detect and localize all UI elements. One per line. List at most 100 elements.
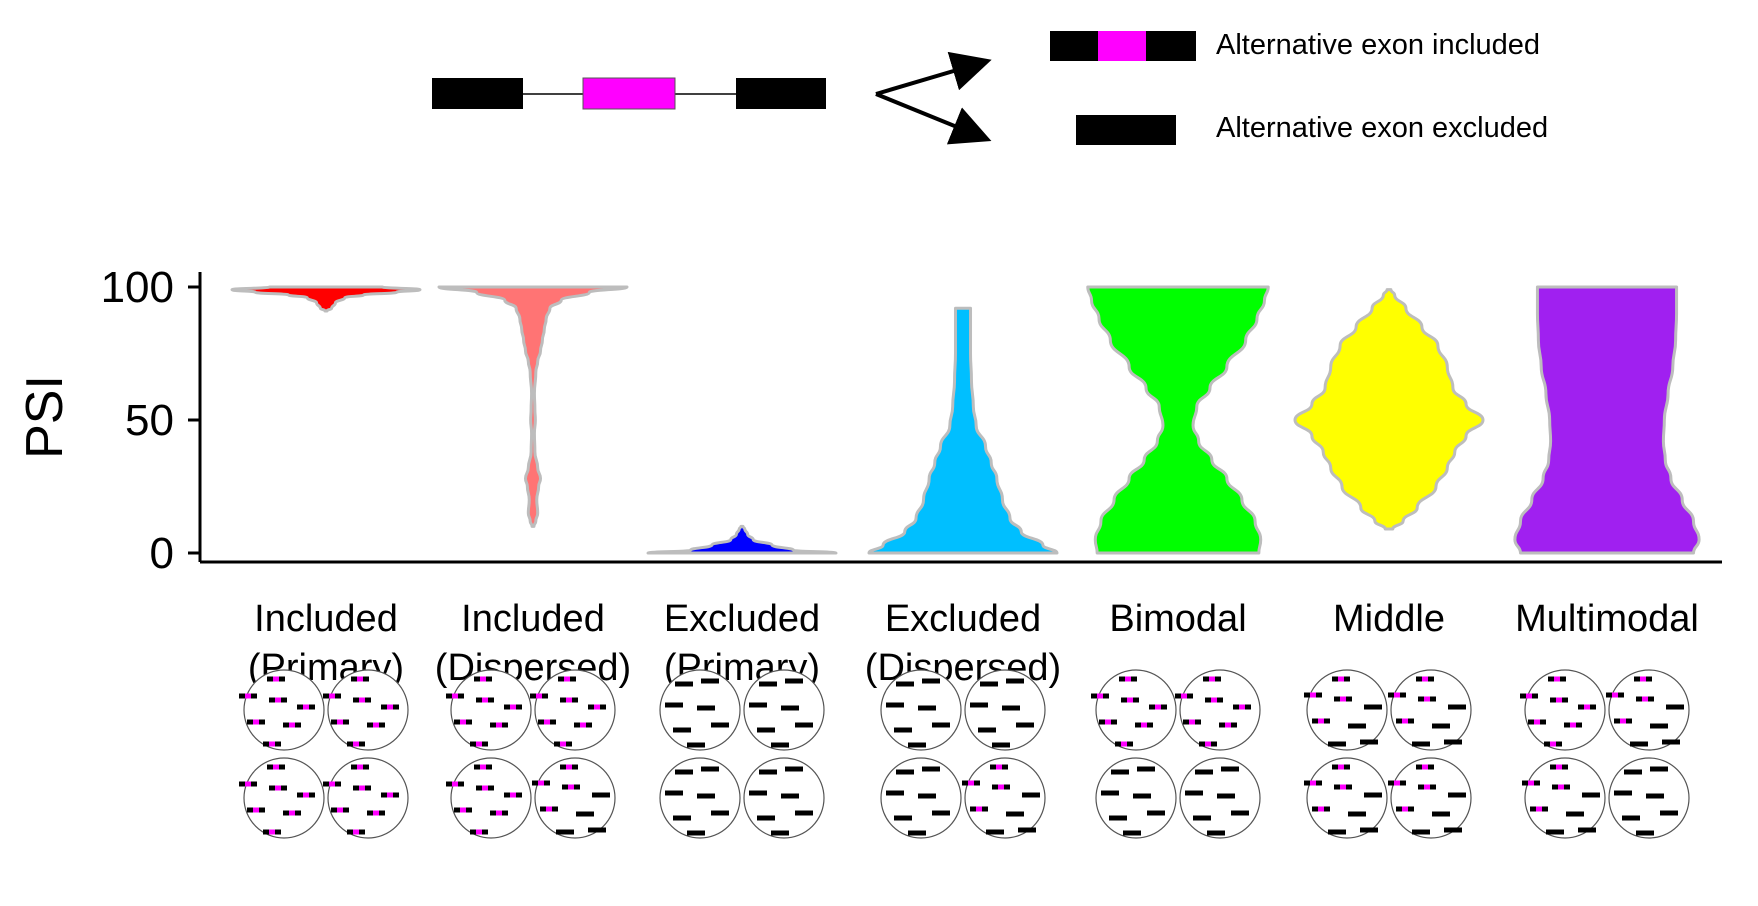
cell-mix (1304, 757, 1388, 839)
transcript-mark (1422, 764, 1428, 770)
transcript-mark (273, 676, 279, 682)
transcript-mark (363, 676, 369, 682)
transcript-mark (572, 697, 578, 703)
transcript-mark (273, 764, 279, 770)
transcript-mark (460, 719, 466, 725)
category-label: Bimodal (1109, 598, 1246, 640)
transcript-mark (1648, 696, 1654, 702)
cell-circle (1306, 757, 1388, 839)
transcript-mark (1121, 741, 1127, 747)
transcript-mark (1550, 697, 1556, 703)
transcript-mark (482, 829, 488, 835)
transcript-mark (297, 792, 303, 798)
cell-circle (450, 669, 532, 751)
transcript-mark (1133, 697, 1139, 703)
transcript-mark (1394, 692, 1400, 698)
transcript-mark (970, 702, 988, 708)
transcript-mark (1584, 704, 1590, 710)
transcript-mark (1324, 806, 1330, 812)
transcript-mark (476, 697, 482, 703)
transcript-mark (1388, 692, 1394, 698)
transcript-mark (918, 793, 936, 799)
transcript-mark (1103, 693, 1109, 699)
transcript-mark (1147, 810, 1165, 816)
transcript-mark (1570, 722, 1576, 728)
transcript-mark (1209, 676, 1215, 682)
cell-exc (659, 757, 741, 839)
transcript-mark (1217, 697, 1223, 703)
transcript-mark (331, 719, 337, 725)
y-tick-label: 50 (125, 396, 174, 445)
transcript-mark (1312, 806, 1318, 812)
y-ticks: 0 50 100 (101, 263, 200, 578)
transcript-mark (269, 785, 275, 791)
transcript-mark (337, 719, 343, 725)
transcript-mark (454, 719, 460, 725)
cell-exc (1608, 757, 1690, 839)
cell-inc (323, 669, 409, 751)
transcript-mark (381, 792, 387, 798)
transcript-mark (1316, 692, 1322, 698)
transcript-mark (1564, 722, 1570, 728)
transcript-mark (1522, 780, 1528, 786)
transcript-mark (239, 781, 245, 787)
transcript-mark (1650, 723, 1668, 729)
splicing-arrow-down (875, 92, 992, 145)
transcript-mark (1115, 741, 1121, 747)
transcript-mark (1396, 806, 1402, 812)
transcript-mark (1646, 793, 1664, 799)
transcript-mark (1400, 780, 1406, 786)
category-label: Multimodal (1515, 598, 1699, 640)
transcript-mark (1185, 790, 1203, 796)
transcript-mark (363, 764, 369, 770)
transcript-mark (303, 704, 309, 710)
transcript-mark (510, 792, 516, 798)
transcript-mark (556, 829, 574, 835)
transcript-mark (289, 722, 295, 728)
transcript-mark (530, 693, 536, 699)
transcript-mark (482, 697, 488, 703)
cell-diagrams (239, 669, 1690, 839)
transcript-mark (259, 807, 265, 813)
transcript-mark (1402, 718, 1408, 724)
transcript-mark (365, 697, 371, 703)
transcript-mark (1364, 792, 1382, 798)
transcript-mark (1195, 719, 1201, 725)
transcript-mark (1412, 741, 1430, 747)
cell-mix (962, 757, 1046, 839)
transcript-mark (1127, 697, 1133, 703)
transcript-mark (253, 807, 259, 813)
transcript-mark (1217, 793, 1235, 799)
transcript-mark (1662, 739, 1680, 745)
included-isoform (1050, 31, 1196, 61)
transcript-mark (982, 806, 988, 812)
transcript-mark (373, 810, 379, 816)
cell-mix (1388, 757, 1472, 839)
transcript-mark (986, 829, 1004, 835)
transcript-mark (351, 676, 357, 682)
transcript-mark (1316, 780, 1322, 786)
transcript-mark (1562, 764, 1568, 770)
cell-inc (1520, 669, 1606, 751)
transcript-mark (275, 697, 281, 703)
transcript-mark (1612, 692, 1618, 698)
transcript-mark (564, 676, 570, 682)
excluded-isoform (1076, 115, 1176, 145)
transcript-mark (359, 785, 365, 791)
transcript-mark (1622, 815, 1640, 821)
transcript-mark (269, 697, 275, 703)
transcript-mark (1318, 718, 1324, 724)
transcript-mark (795, 722, 813, 728)
cell-circle (1306, 669, 1388, 751)
transcript-mark (1546, 829, 1564, 835)
transcript-mark (1101, 790, 1119, 796)
cell-inc (446, 669, 532, 751)
transcript-mark (1346, 696, 1352, 702)
cell-circle (1390, 757, 1472, 839)
category-label: Included (254, 598, 398, 640)
transcript-mark (1193, 815, 1211, 821)
transcript-mark (886, 790, 904, 796)
transcript-mark (295, 722, 301, 728)
transcript-mark (1620, 718, 1626, 724)
transcript-mark (466, 719, 472, 725)
